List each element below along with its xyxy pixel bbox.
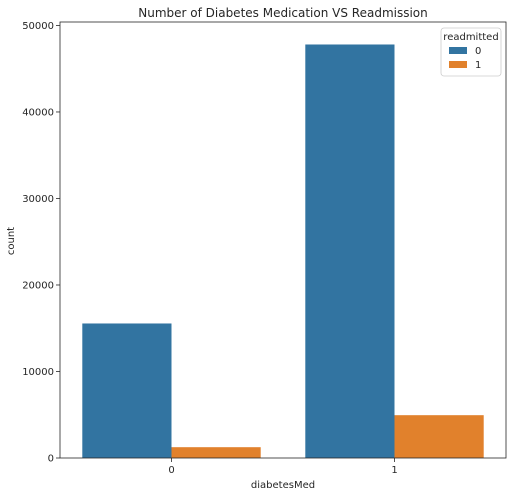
plot-frame (59, 21, 507, 459)
y-axis-label: count (6, 227, 17, 255)
legend-entry-1: 1 (475, 60, 481, 71)
x-tick-label: 0 (168, 465, 174, 476)
y-tick-label: 0 (48, 454, 54, 465)
bar-0-readmitted-0 (82, 323, 172, 458)
y-tick-label: 20000 (22, 280, 54, 291)
chart-title: Number of Diabetes Medication VS Readmis… (138, 6, 428, 20)
x-axis-label: diabetesMed (251, 480, 315, 491)
bar-1-readmitted-1 (394, 415, 484, 458)
x-tick-label: 1 (391, 465, 397, 476)
legend-swatch-0 (449, 47, 467, 54)
plot-area: 0 1 0 10000 20000 30000 40000 50000 (22, 21, 507, 476)
legend-title: readmitted (443, 32, 498, 43)
y-tick-label: 40000 (22, 107, 54, 118)
y-tick-label: 50000 (22, 21, 54, 32)
bar-1-readmitted-0 (305, 44, 395, 459)
legend: readmitted 0 1 (440, 27, 502, 77)
bar-0-readmitted-1 (171, 447, 261, 458)
y-tick-label: 10000 (22, 367, 54, 378)
legend-swatch-1 (449, 61, 467, 68)
legend-entry-0: 0 (475, 46, 481, 57)
y-tick-label: 30000 (22, 194, 54, 205)
